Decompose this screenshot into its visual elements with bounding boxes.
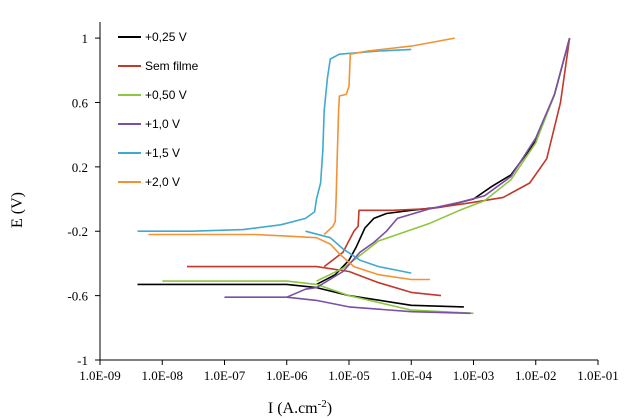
series-4 <box>137 48 412 274</box>
legend-entry: +1,0 V <box>145 117 180 131</box>
x-axis-title-main: I (A.cm <box>268 400 318 417</box>
series-line-anodic <box>316 37 571 286</box>
y-tick-label: -0.2 <box>67 224 88 239</box>
x-tick-label: 1.0E-04 <box>390 368 432 383</box>
series-line-anodic <box>323 37 455 236</box>
y-tick-label: 0.6 <box>72 95 89 110</box>
y-tick-label: -1 <box>77 353 88 368</box>
x-axis-title-superscript: -2 <box>318 398 327 410</box>
series-line-cathodic <box>137 48 412 232</box>
y-axis-title: E (V) <box>9 192 26 228</box>
series-layer <box>137 37 571 315</box>
series-line-cathodic <box>148 233 430 281</box>
series-5 <box>148 37 455 281</box>
x-tick-label: 1.0E-09 <box>79 368 121 383</box>
series-line-anodic <box>323 37 571 268</box>
x-tick-label: 1.0E-08 <box>141 368 183 383</box>
legend-entry: Sem filme <box>145 59 199 73</box>
legend-entry: +0,50 V <box>145 88 187 102</box>
x-tick-label: 1.0E-03 <box>453 368 495 383</box>
legend-entry: +0,25 V <box>145 30 187 44</box>
x-tick-label: 1.0E-06 <box>266 368 308 383</box>
series-3 <box>224 37 571 315</box>
y-tick-label: 1 <box>82 31 89 46</box>
axes: 1.0E-09 1.0E-08 1.0E-07 1.0E-06 1.0E-05 1.0E-… <box>67 22 619 383</box>
x-tick-label: 1.0E-07 <box>204 368 246 383</box>
legend-entry: +1,5 V <box>145 146 180 160</box>
series-line-anodic <box>286 37 571 298</box>
y-tick-label: 0.2 <box>72 160 88 175</box>
legend-entry: +2,0 V <box>145 175 180 189</box>
x-axis-title-close: ) <box>327 400 332 417</box>
legend: +0,25 V Sem filme +0,50 V +1,0 V +1,5 V +2,0 … <box>118 30 199 189</box>
series-line-cathodic <box>162 280 474 315</box>
x-tick-label: 1.0E-05 <box>328 368 370 383</box>
series-0 <box>137 37 571 308</box>
x-axis-title: I (A.cm-2) <box>268 398 332 417</box>
series-line-cathodic <box>187 265 442 297</box>
x-tick-label: 1.0E-02 <box>515 368 557 383</box>
y-tick-label: -0.6 <box>67 289 88 304</box>
series-line-cathodic <box>137 283 464 308</box>
series-1 <box>187 37 571 297</box>
series-line-cathodic <box>224 296 471 315</box>
series-line-anodic <box>305 230 412 274</box>
x-tick-label: 1.0E-01 <box>577 368 619 383</box>
